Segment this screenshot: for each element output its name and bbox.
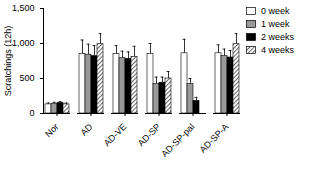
- svg-text:AD-SP-pal: AD-SP-pal: [159, 122, 196, 159]
- svg-text:AD-SP-A: AD-SP-A: [198, 122, 231, 155]
- svg-text:0: 0: [29, 108, 34, 118]
- svg-text:1,500: 1,500: [12, 3, 35, 13]
- svg-text:Nor: Nor: [43, 122, 60, 139]
- svg-text:Scratchings (12h): Scratchings (12h): [3, 26, 13, 97]
- html-text:2 weeks: 2 weeks: [261, 31, 294, 42]
- svg-text:500: 500: [19, 73, 34, 83]
- svg-text:1,000: 1,000: [12, 38, 35, 48]
- svg-text:AD-SP: AD-SP: [136, 122, 163, 149]
- svg-text:AD-VE: AD-VE: [102, 122, 129, 149]
- html-text:0 week: 0 week: [261, 5, 290, 16]
- html-text:1 week: 1 week: [261, 18, 290, 29]
- svg-text:AD: AD: [79, 121, 95, 137]
- html-text:4 weeks: 4 weeks: [261, 44, 294, 55]
